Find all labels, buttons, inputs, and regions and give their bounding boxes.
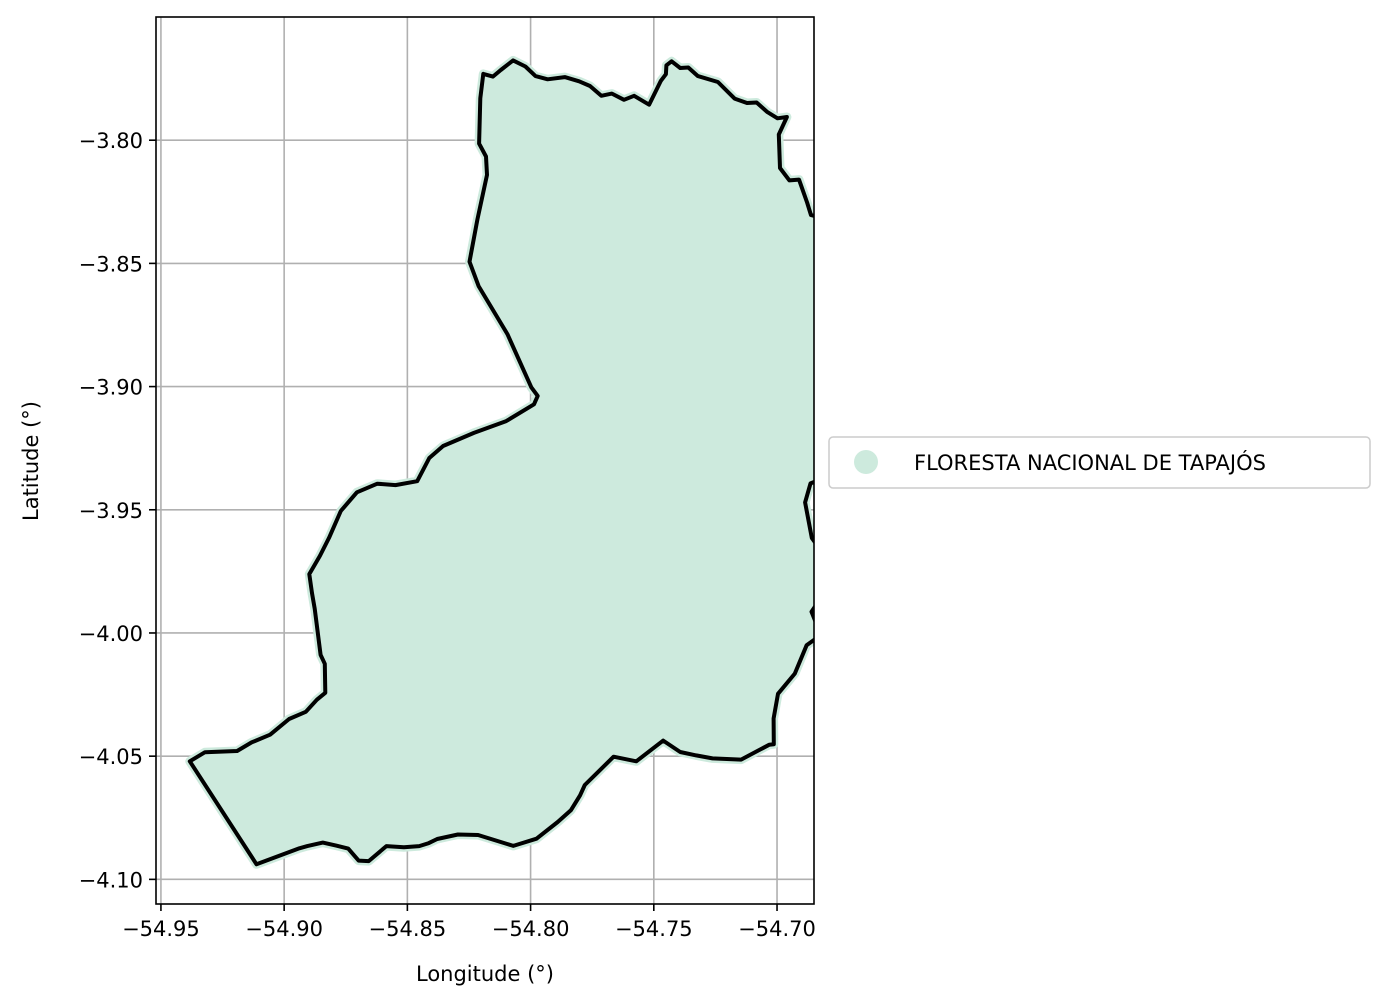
x-tick-label: −54.90 [245,917,323,941]
y-tick-label: −4.00 [79,622,143,646]
y-tick-label: −3.90 [79,376,143,400]
x-tick-label: −54.75 [615,917,693,941]
x-tick-label: −54.95 [122,917,200,941]
y-tick-label: −4.10 [79,868,143,892]
legend-label: FLORESTA NACIONAL DE TAPAJÓS [914,450,1266,475]
x-tick-label: −54.70 [738,917,816,941]
x-axis-title: Longitude (°) [416,962,554,986]
legend: FLORESTA NACIONAL DE TAPAJÓS [829,437,1370,488]
legend-marker [854,450,878,474]
y-tick-label: −4.05 [79,745,143,769]
y-tick-label: −3.95 [79,499,143,523]
y-axis-title: Latitude (°) [19,401,43,521]
x-tick-label: −54.80 [492,917,570,941]
y-tick-label: −3.85 [79,252,143,276]
x-tick-label: −54.85 [369,917,447,941]
y-tick-label: −3.80 [79,129,143,153]
